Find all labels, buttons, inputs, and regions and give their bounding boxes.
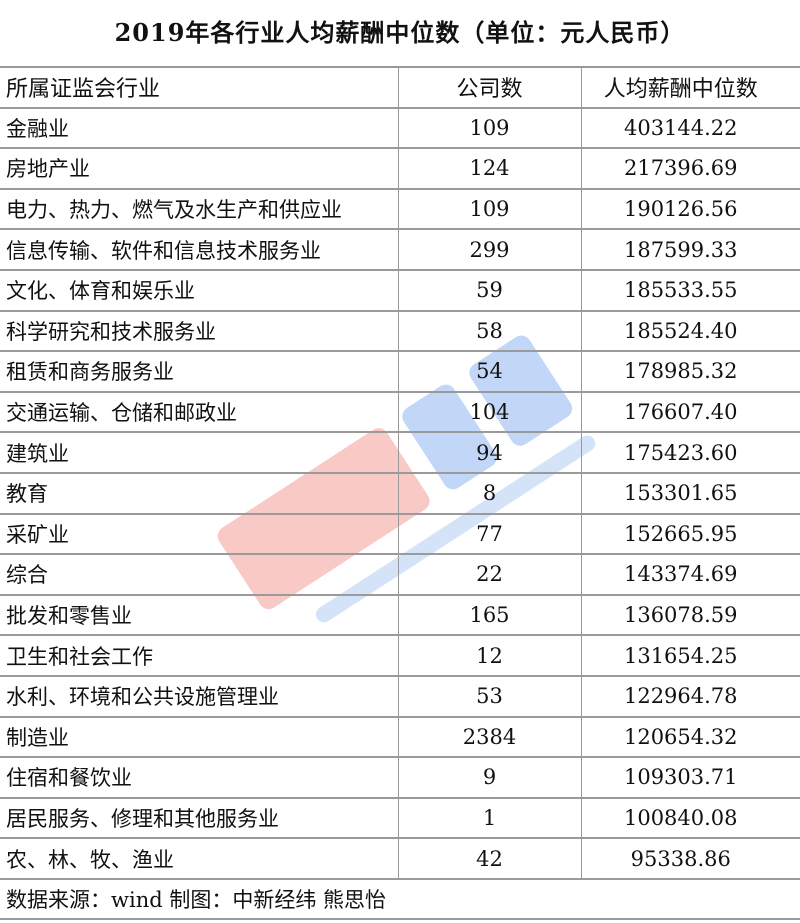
company-count-cell: 58 bbox=[397, 310, 581, 353]
company-count-cell: 12 bbox=[397, 635, 581, 677]
company-count-cell: 104 bbox=[397, 391, 581, 434]
company-count-cell: 22 bbox=[397, 554, 581, 596]
company-count-cell: 165 bbox=[397, 594, 581, 637]
company-count-cell: 124 bbox=[397, 148, 581, 190]
industry-cell: 文化、体育和娱乐业 bbox=[0, 269, 398, 312]
table-row: 信息传输、软件和信息技术服务业 299 187599.33 bbox=[0, 229, 800, 271]
median-salary-cell: 131654.25 bbox=[580, 635, 800, 677]
median-salary-cell: 136078.59 bbox=[580, 594, 800, 637]
median-salary-cell: 403144.22 bbox=[580, 107, 800, 150]
table-row: 建筑业 94 175423.60 bbox=[0, 432, 800, 474]
company-count-cell: 59 bbox=[397, 269, 581, 312]
company-count-cell: 8 bbox=[397, 472, 581, 515]
industry-cell: 金融业 bbox=[0, 107, 398, 150]
company-count-cell: 9 bbox=[397, 757, 581, 799]
industry-cell: 电力、热力、燃气及水生产和供应业 bbox=[0, 188, 398, 231]
industry-cell: 居民服务、修理和其他服务业 bbox=[0, 797, 398, 840]
table-row: 交通运输、仓储和邮政业 104 176607.40 bbox=[0, 391, 800, 434]
company-count-cell: 299 bbox=[397, 229, 581, 271]
median-salary-cell: 95338.86 bbox=[580, 838, 800, 880]
company-count-cell: 94 bbox=[397, 432, 581, 474]
source-note: 数据来源：wind 制图：中新经纬 熊思怡 bbox=[0, 878, 800, 921]
company-count-cell: 109 bbox=[397, 107, 581, 150]
industry-cell: 信息传输、软件和信息技术服务业 bbox=[0, 229, 398, 271]
industry-cell: 批发和零售业 bbox=[0, 594, 398, 637]
median-salary-cell: 109303.71 bbox=[580, 757, 800, 799]
salary-table: 所属证监会行业 公司数 人均薪酬中位数 金融业 109 403144.22 房地产业 1… bbox=[0, 67, 800, 921]
industry-cell: 制造业 bbox=[0, 716, 398, 759]
header-row: 所属证监会行业 公司数 人均薪酬中位数 bbox=[0, 67, 800, 109]
table-row: 居民服务、修理和其他服务业 1 100840.08 bbox=[0, 797, 800, 840]
median-salary-cell: 153301.65 bbox=[580, 472, 800, 515]
table-row: 采矿业 77 152665.95 bbox=[0, 513, 800, 556]
table-row: 农、林、牧、渔业 42 95338.86 bbox=[0, 838, 800, 880]
median-salary-cell: 120654.32 bbox=[580, 716, 800, 759]
industry-cell: 农、林、牧、渔业 bbox=[0, 838, 398, 880]
company-count-cell: 54 bbox=[397, 351, 581, 393]
median-salary-cell: 143374.69 bbox=[580, 554, 800, 596]
median-salary-cell: 185524.40 bbox=[580, 310, 800, 353]
table-row: 教育 8 153301.65 bbox=[0, 472, 800, 515]
median-salary-cell: 185533.55 bbox=[580, 269, 800, 312]
table-row: 批发和零售业 165 136078.59 bbox=[0, 594, 800, 637]
footer-row: 数据来源：wind 制图：中新经纬 熊思怡 bbox=[0, 878, 800, 921]
industry-cell: 房地产业 bbox=[0, 148, 398, 190]
company-count-cell: 2384 bbox=[397, 716, 581, 759]
company-count-cell: 42 bbox=[397, 838, 581, 880]
company-count-cell: 77 bbox=[397, 513, 581, 556]
industry-cell: 住宿和餐饮业 bbox=[0, 757, 398, 799]
industry-cell: 科学研究和技术服务业 bbox=[0, 310, 398, 353]
table-row: 综合 22 143374.69 bbox=[0, 554, 800, 596]
median-salary-cell: 175423.60 bbox=[580, 432, 800, 474]
median-salary-cell: 152665.95 bbox=[580, 513, 800, 556]
median-salary-cell: 176607.40 bbox=[580, 391, 800, 434]
header-industry: 所属证监会行业 bbox=[0, 67, 398, 109]
median-salary-cell: 122964.78 bbox=[580, 675, 800, 718]
median-salary-cell: 190126.56 bbox=[580, 188, 800, 231]
table-row: 房地产业 124 217396.69 bbox=[0, 148, 800, 190]
median-salary-cell: 187599.33 bbox=[580, 229, 800, 271]
table-row: 制造业 2384 120654.32 bbox=[0, 716, 800, 759]
table-row: 租赁和商务服务业 54 178985.32 bbox=[0, 351, 800, 393]
company-count-cell: 1 bbox=[397, 797, 581, 840]
industry-cell: 交通运输、仓储和邮政业 bbox=[0, 391, 398, 434]
industry-cell: 卫生和社会工作 bbox=[0, 635, 398, 677]
industry-cell: 综合 bbox=[0, 554, 398, 596]
company-count-cell: 53 bbox=[397, 675, 581, 718]
table-row: 金融业 109 403144.22 bbox=[0, 107, 800, 150]
table-row: 科学研究和技术服务业 58 185524.40 bbox=[0, 310, 800, 353]
table-row: 水利、环境和公共设施管理业 53 122964.78 bbox=[0, 675, 800, 718]
header-median: 人均薪酬中位数 bbox=[580, 67, 800, 109]
table-row: 卫生和社会工作 12 131654.25 bbox=[0, 635, 800, 677]
median-salary-cell: 100840.08 bbox=[580, 797, 800, 840]
table-row: 电力、热力、燃气及水生产和供应业 109 190126.56 bbox=[0, 188, 800, 231]
median-salary-cell: 178985.32 bbox=[580, 351, 800, 393]
median-salary-cell: 217396.69 bbox=[580, 148, 800, 190]
industry-cell: 水利、环境和公共设施管理业 bbox=[0, 675, 398, 718]
industry-cell: 教育 bbox=[0, 472, 398, 515]
header-companies: 公司数 bbox=[397, 67, 581, 109]
table-title: 2019年各行业人均薪酬中位数（单位：元人民币） bbox=[0, 0, 800, 68]
industry-cell: 采矿业 bbox=[0, 513, 398, 556]
industry-cell: 租赁和商务服务业 bbox=[0, 351, 398, 393]
table-row: 住宿和餐饮业 9 109303.71 bbox=[0, 757, 800, 799]
table-row: 文化、体育和娱乐业 59 185533.55 bbox=[0, 269, 800, 312]
industry-cell: 建筑业 bbox=[0, 432, 398, 474]
company-count-cell: 109 bbox=[397, 188, 581, 231]
